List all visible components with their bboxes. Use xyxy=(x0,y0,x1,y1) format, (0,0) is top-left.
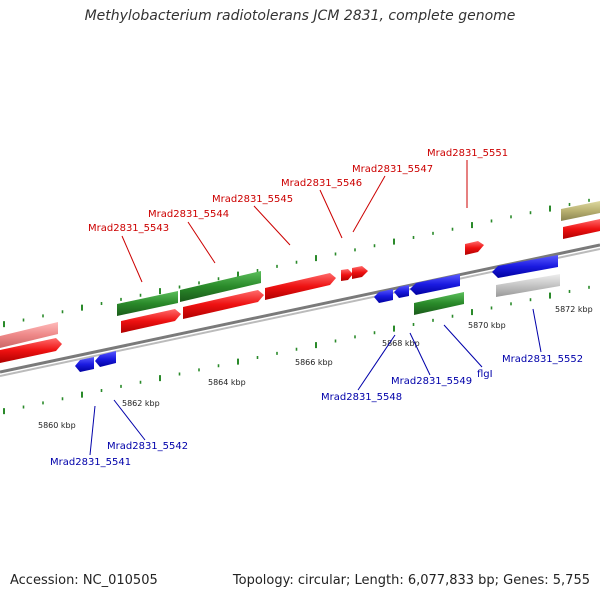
gene-label-mrad2831-5543[interactable]: Mrad2831_5543 xyxy=(88,223,169,234)
gene-arrow-blue-5552[interactable] xyxy=(492,255,558,278)
gene-arrow-pink[interactable] xyxy=(0,322,58,348)
gene-arrow-blue-5549[interactable] xyxy=(410,274,460,295)
gene-arrow-green-flgi[interactable] xyxy=(414,292,464,315)
gene-arrow-red-5551[interactable] xyxy=(465,241,484,255)
gene-arrow-khaki[interactable] xyxy=(561,201,600,221)
tick-track-top xyxy=(3,198,590,328)
gene-arrow-blue-5548[interactable] xyxy=(374,289,393,303)
accession-text: Accession: NC_010505 xyxy=(10,573,158,588)
genome-summary-text: Topology: circular; Length: 6,077,833 bp… xyxy=(232,573,590,588)
scale-label-5868: 5868 kbp xyxy=(382,339,420,348)
gene-label-mrad2831-5551[interactable]: Mrad2831_5551 xyxy=(427,148,508,159)
scale-label-5862: 5862 kbp xyxy=(122,399,160,408)
gene-arrow-red-5545[interactable] xyxy=(265,273,336,300)
gene-arrow-green-5544[interactable] xyxy=(180,271,261,302)
page-title: Methylobacterium radiotolerans JCM 2831,… xyxy=(84,8,516,24)
gene-label-mrad2831-5541[interactable]: Mrad2831_5541 xyxy=(50,457,131,468)
gene-label-mrad2831-5545[interactable]: Mrad2831_5545 xyxy=(212,194,293,205)
gene-arrow-red-5546[interactable] xyxy=(341,269,353,281)
gene-label-mrad2831-5548[interactable]: Mrad2831_5548 xyxy=(321,392,402,403)
scale-label-5866: 5866 kbp xyxy=(295,358,333,367)
gene-label-mrad2831-5542[interactable]: Mrad2831_5542 xyxy=(107,441,188,452)
gene-arrow-red-5544[interactable] xyxy=(183,290,264,319)
gene-label-flgi[interactable]: flgI xyxy=(477,369,493,380)
gene-arrow-green-5543[interactable] xyxy=(117,291,178,316)
gene-arrow-red-b[interactable] xyxy=(563,219,600,239)
gene-arrow-red-5543[interactable] xyxy=(121,309,181,333)
gene-arrow-blue-5548b[interactable] xyxy=(394,285,409,298)
gene-label-mrad2831-5544[interactable]: Mrad2831_5544 xyxy=(148,209,229,220)
gene-arrow-blue-5541[interactable] xyxy=(75,357,94,372)
scale-label-5870: 5870 kbp xyxy=(468,321,506,330)
gene-label-mrad2831-5549[interactable]: Mrad2831_5549 xyxy=(391,376,472,387)
scale-labels: 5860 kbp 5862 kbp 5864 kbp 5866 kbp 5868… xyxy=(38,305,593,430)
genes-reverse-outer xyxy=(414,274,560,315)
gene-arrow-gray-5552[interactable] xyxy=(496,274,560,297)
gene-labels-bottom: Mrad2831_5541 Mrad2831_5542 Mrad2831_554… xyxy=(50,354,583,468)
gene-arrow-red-a[interactable] xyxy=(0,338,62,363)
scale-label-5872: 5872 kbp xyxy=(555,305,593,314)
gene-arrow-blue-5542[interactable] xyxy=(95,351,116,367)
gene-label-mrad2831-5546[interactable]: Mrad2831_5546 xyxy=(281,178,362,189)
genes-forward-outer xyxy=(0,201,600,348)
gene-label-mrad2831-5552[interactable]: Mrad2831_5552 xyxy=(502,354,583,365)
leader-lines-top xyxy=(121,160,468,283)
genes-forward-inner xyxy=(0,219,600,363)
gene-arrow-red-5547[interactable] xyxy=(352,266,368,279)
scale-label-5864: 5864 kbp xyxy=(208,378,246,387)
gene-labels-top: Mrad2831_5543 Mrad2831_5544 Mrad2831_554… xyxy=(88,148,508,234)
genes-reverse-inner xyxy=(75,255,558,372)
scale-label-5860: 5860 kbp xyxy=(38,421,76,430)
leader-lines-bottom xyxy=(89,308,542,456)
gene-label-mrad2831-5547[interactable]: Mrad2831_5547 xyxy=(352,164,433,175)
tick-track-bottom xyxy=(3,285,590,415)
